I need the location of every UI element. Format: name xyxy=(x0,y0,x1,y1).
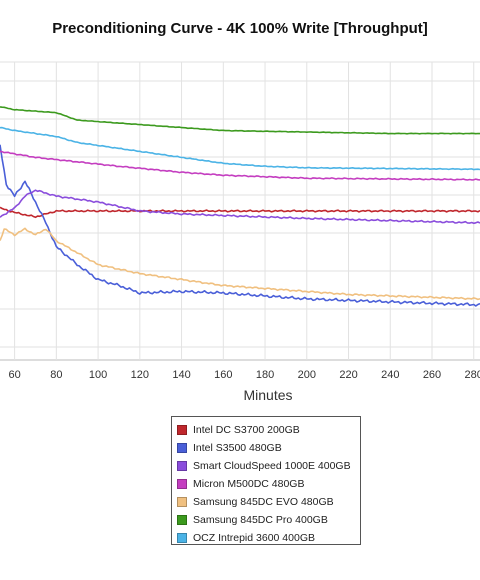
chart-title: Preconditioning Curve - 4K 100% Write [T… xyxy=(52,20,428,37)
x-tick-label: 220 xyxy=(339,369,357,381)
legend-swatch xyxy=(177,479,187,489)
x-tick-label: 200 xyxy=(298,369,316,381)
x-tick-label: 160 xyxy=(214,369,232,381)
legend-swatch xyxy=(177,461,187,471)
x-tick-label: 100 xyxy=(89,369,107,381)
series-line xyxy=(0,144,480,307)
legend-item: Micron M500DC 480GB xyxy=(177,475,360,493)
x-tick-label: 80 xyxy=(50,369,62,381)
legend-item: OCZ Intrepid 3600 400GB xyxy=(177,529,360,547)
x-tick-label: 240 xyxy=(381,369,399,381)
series-line xyxy=(0,206,480,219)
x-tick-label: 60 xyxy=(8,369,20,381)
series-line xyxy=(0,227,480,301)
x-tick-label: 280 xyxy=(465,369,480,381)
legend-item: Intel S3500 480GB xyxy=(177,439,360,457)
x-axis-label: Minutes xyxy=(243,387,292,403)
legend-swatch xyxy=(177,497,187,507)
legend-label: Micron M500DC 480GB xyxy=(193,478,305,490)
series-line xyxy=(0,189,480,225)
legend-item: Samsung 845DC EVO 480GB xyxy=(177,493,360,511)
legend-swatch xyxy=(177,533,187,543)
legend-item: Samsung 845DC Pro 400GB xyxy=(177,511,360,529)
series-line xyxy=(0,106,480,135)
chart-legend: Intel DC S3700 200GB Intel S3500 480GB Sma… xyxy=(171,416,361,545)
legend-label: OCZ Intrepid 3600 400GB xyxy=(193,532,315,544)
series-line xyxy=(0,126,480,171)
legend-label: Intel DC S3700 200GB xyxy=(193,424,300,436)
x-tick-labels: 60 80 100 120 140 160 180 200 220 240 260 280 xyxy=(8,369,480,381)
legend-label: Intel S3500 480GB xyxy=(193,442,282,454)
legend-label: Smart CloudSpeed 1000E 400GB xyxy=(193,460,351,472)
x-tick-label: 140 xyxy=(172,369,190,381)
legend-swatch xyxy=(177,425,187,435)
x-tick-label: 260 xyxy=(423,369,441,381)
legend-label: Samsung 845DC Pro 400GB xyxy=(193,514,328,526)
legend-swatch xyxy=(177,443,187,453)
series-line xyxy=(0,150,480,181)
legend-item: Intel DC S3700 200GB xyxy=(177,421,360,439)
grid-lines xyxy=(0,61,480,361)
series-lines xyxy=(0,106,480,307)
x-tick-label: 180 xyxy=(256,369,274,381)
legend-label: Samsung 845DC EVO 480GB xyxy=(193,496,334,508)
x-tick-label: 120 xyxy=(131,369,149,381)
legend-item: Smart CloudSpeed 1000E 400GB xyxy=(177,457,360,475)
legend-swatch xyxy=(177,515,187,525)
